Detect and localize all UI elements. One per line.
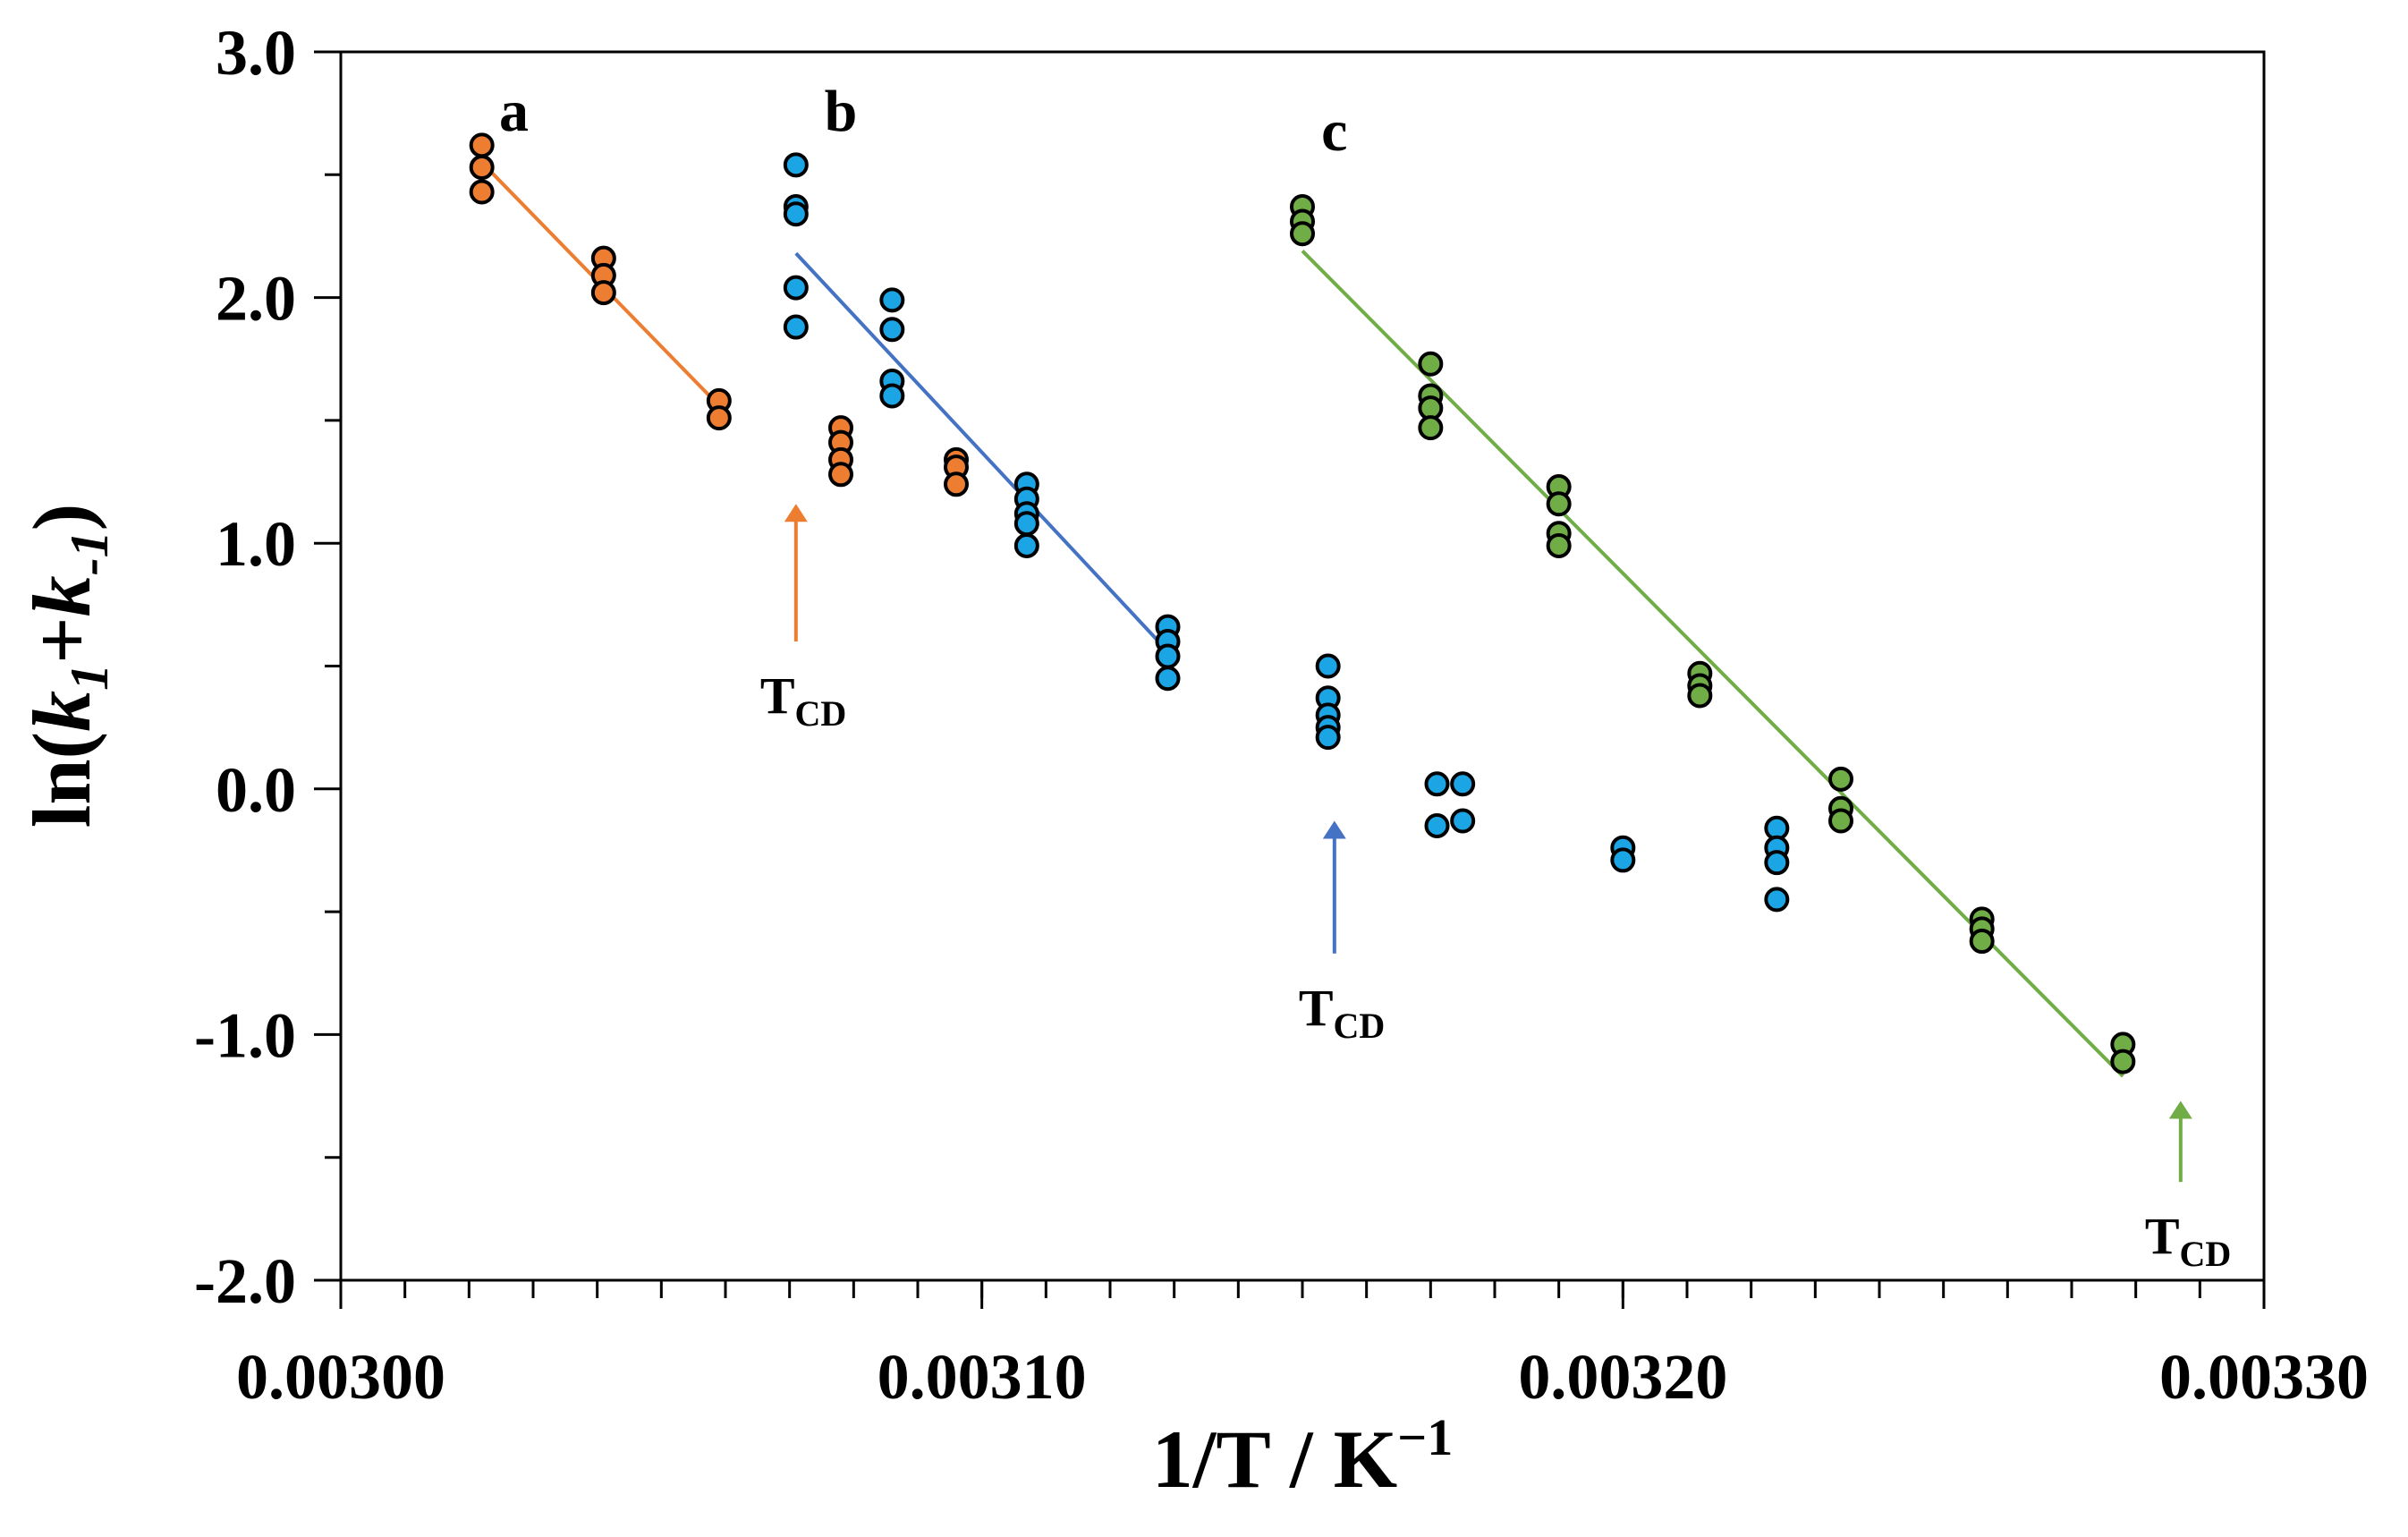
data-point-c: [1546, 491, 1572, 517]
series-label-b: b: [825, 79, 858, 144]
y-tick-label: 1.0: [216, 508, 296, 580]
data-point-a: [706, 405, 732, 431]
y-axis-title-k1-subscript: 1: [60, 664, 119, 691]
y-axis-title-k1: k: [16, 691, 107, 732]
y-axis: 3.0 2.0 1.0 0.0 -1.0 -2.0: [194, 17, 341, 1317]
y-axis-title-plus: +: [16, 616, 107, 663]
data-point-b: [1610, 847, 1636, 873]
data-point-c: [1828, 766, 1853, 792]
data-point-a: [469, 155, 495, 181]
tcd-label-main: T: [2145, 1207, 2180, 1265]
data-point-a: [469, 132, 495, 158]
data-point-b: [1450, 808, 1476, 834]
fit-line-b: [794, 251, 1169, 653]
tcd-arrow-head-a: [784, 504, 808, 522]
data-point-c: [1290, 221, 1315, 247]
tcd-arrow-head-c: [2168, 1100, 2192, 1119]
y-axis-title: ln(k1+k-1): [16, 504, 119, 828]
data-point-b: [1013, 532, 1039, 558]
y-tick-label: 0.0: [216, 754, 296, 826]
data-point-b: [1424, 812, 1450, 838]
plot-area: [339, 50, 2266, 1282]
data-points: [469, 132, 2136, 1074]
data-point-b: [1450, 771, 1476, 797]
tcd-arrow-head-b: [1322, 820, 1346, 839]
data-point-b: [783, 314, 809, 340]
x-tick-label: 0.00330: [2159, 1341, 2369, 1413]
x-tick-label: 0.00310: [878, 1341, 1087, 1413]
data-point-b: [1315, 725, 1341, 751]
x-tick-label: 0.00320: [1518, 1341, 1727, 1413]
y-axis-title-k-1-subscript: -1: [60, 531, 119, 575]
series-label-a: a: [499, 79, 529, 144]
data-point-b: [1013, 511, 1039, 537]
data-point-b: [1424, 771, 1450, 797]
data-point-c: [1546, 532, 1572, 558]
y-tick-label: 2.0: [216, 263, 296, 335]
tcd-label-c: TCD: [2145, 1207, 2231, 1274]
data-point-b: [879, 287, 905, 313]
data-point-a: [469, 179, 495, 205]
tcd-label-b: TCD: [1299, 979, 1385, 1046]
tcd-label-main: T: [1299, 979, 1334, 1037]
data-point-b: [879, 317, 905, 343]
data-point-c: [2110, 1049, 2136, 1074]
y-axis-title-prefix: ln(: [16, 732, 107, 828]
data-point-a: [590, 280, 616, 306]
data-point-a: [944, 471, 969, 497]
series-label-c: c: [1321, 98, 1347, 164]
y-axis-title-suffix: ): [16, 504, 107, 531]
x-axis-title-superscript: −1: [1397, 1408, 1453, 1466]
data-point-c: [1828, 808, 1853, 834]
y-tick-label: 3.0: [216, 17, 296, 89]
x-axis-title: 1/T / K−1: [1152, 1408, 1453, 1505]
x-axis-title-main: 1/T / K: [1152, 1414, 1397, 1505]
tcd-label-a: TCD: [760, 667, 846, 734]
series-labels: a b c: [499, 79, 1347, 164]
tcd-label-subscript: CD: [1334, 1006, 1386, 1046]
data-point-b: [783, 201, 809, 227]
x-axis: 0.00300 0.00310 0.00320 0.00330: [236, 1280, 2369, 1413]
x-tick-label: 0.00300: [236, 1341, 445, 1413]
tcd-label-main: T: [760, 667, 795, 725]
data-point-b: [1764, 887, 1790, 913]
data-point-b: [783, 152, 809, 178]
data-point-c: [1418, 351, 1444, 377]
y-tick-label: -1.0: [194, 999, 296, 1071]
data-point-b: [1315, 653, 1341, 679]
data-point-b: [1155, 666, 1181, 692]
tcd-label-subscript: CD: [2180, 1234, 2232, 1274]
data-point-a: [828, 462, 853, 488]
data-point-b: [1155, 643, 1181, 669]
data-point-c: [1418, 415, 1444, 441]
data-point-c: [1969, 929, 1995, 955]
tcd-label-subscript: CD: [795, 693, 847, 734]
data-point-c: [1687, 683, 1713, 709]
y-axis-title-k-1: k: [16, 575, 107, 616]
data-point-b: [879, 383, 905, 409]
y-tick-label: -2.0: [194, 1245, 296, 1317]
data-point-b: [1764, 850, 1790, 876]
data-point-b: [783, 275, 809, 301]
